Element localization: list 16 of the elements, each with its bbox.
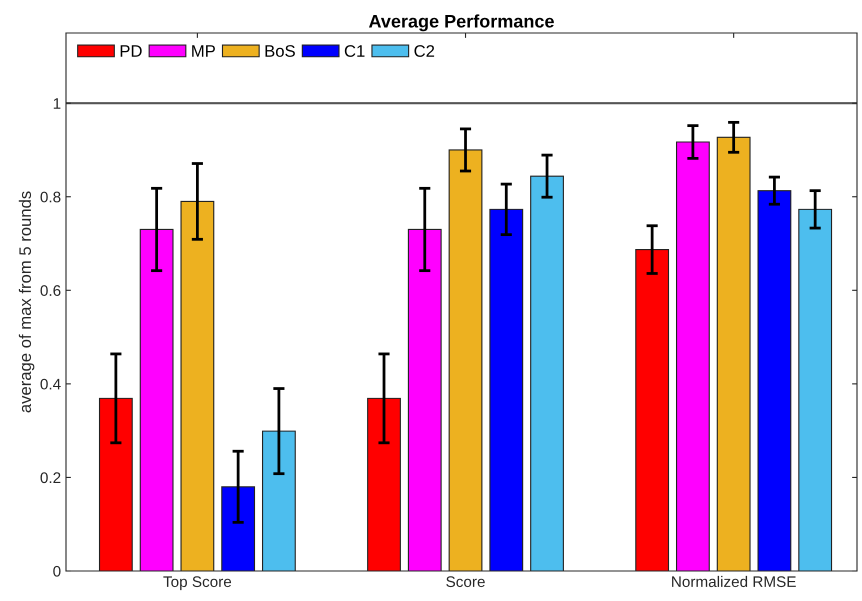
legend-label: C2 bbox=[414, 45, 434, 57]
y-tick-label: 0.2 bbox=[40, 472, 60, 484]
y-axis-title: average of max from 5 rounds bbox=[18, 191, 34, 412]
legend-label: C1 bbox=[344, 45, 364, 57]
y-tick-label: 0 bbox=[53, 566, 61, 577]
chart-title: Average Performance bbox=[368, 14, 554, 32]
y-tick-label: 0.6 bbox=[40, 285, 60, 296]
legend-label: MP bbox=[192, 45, 215, 57]
legend-label: PD bbox=[120, 45, 142, 57]
x-tick-label: Normalized RMSE bbox=[672, 576, 796, 588]
legend-label: BoS bbox=[266, 45, 295, 57]
x-tick-label: Score bbox=[446, 576, 485, 588]
y-tick-label: 1 bbox=[54, 98, 60, 109]
y-tick-label: 0.4 bbox=[40, 378, 61, 390]
y-tick-label: 0.8 bbox=[40, 192, 60, 202]
x-tick-label: Top Score bbox=[163, 576, 232, 590]
